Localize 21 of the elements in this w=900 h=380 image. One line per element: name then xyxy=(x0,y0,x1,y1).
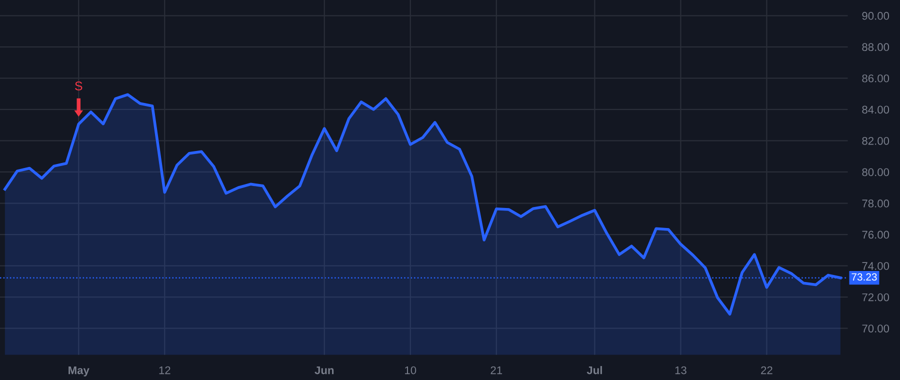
y-tick-label: 82.00 xyxy=(862,136,890,145)
x-tick-label: Jul xyxy=(586,366,602,374)
annotation: S xyxy=(75,82,82,90)
ref-line-label: 73.23 xyxy=(852,273,877,281)
x-tick-label: May xyxy=(68,366,90,376)
y-tick-label: 76.00 xyxy=(862,230,890,239)
x-tick-label: 12 xyxy=(159,366,170,374)
x-tick-label: Jun xyxy=(314,366,334,374)
x-tick-label: 13 xyxy=(675,366,686,374)
y-tick-label: 78.00 xyxy=(862,200,890,208)
x-tick-label: 22 xyxy=(761,366,772,374)
y-tick-label: 84.00 xyxy=(862,106,890,114)
y-tick-label: 70.00 xyxy=(862,324,890,332)
y-tick-label: 74.00 xyxy=(862,262,890,270)
y-tick-label: 72.00 xyxy=(862,293,890,302)
x-tick-label: 21 xyxy=(490,366,502,374)
y-tick-label: 88.00 xyxy=(862,43,890,52)
y-tick-label: 80.00 xyxy=(862,168,890,176)
y-tick-label: 86.00 xyxy=(862,74,890,82)
x-tick-label: 10 xyxy=(405,366,416,374)
y-tick-label: 90.00 xyxy=(862,12,890,20)
